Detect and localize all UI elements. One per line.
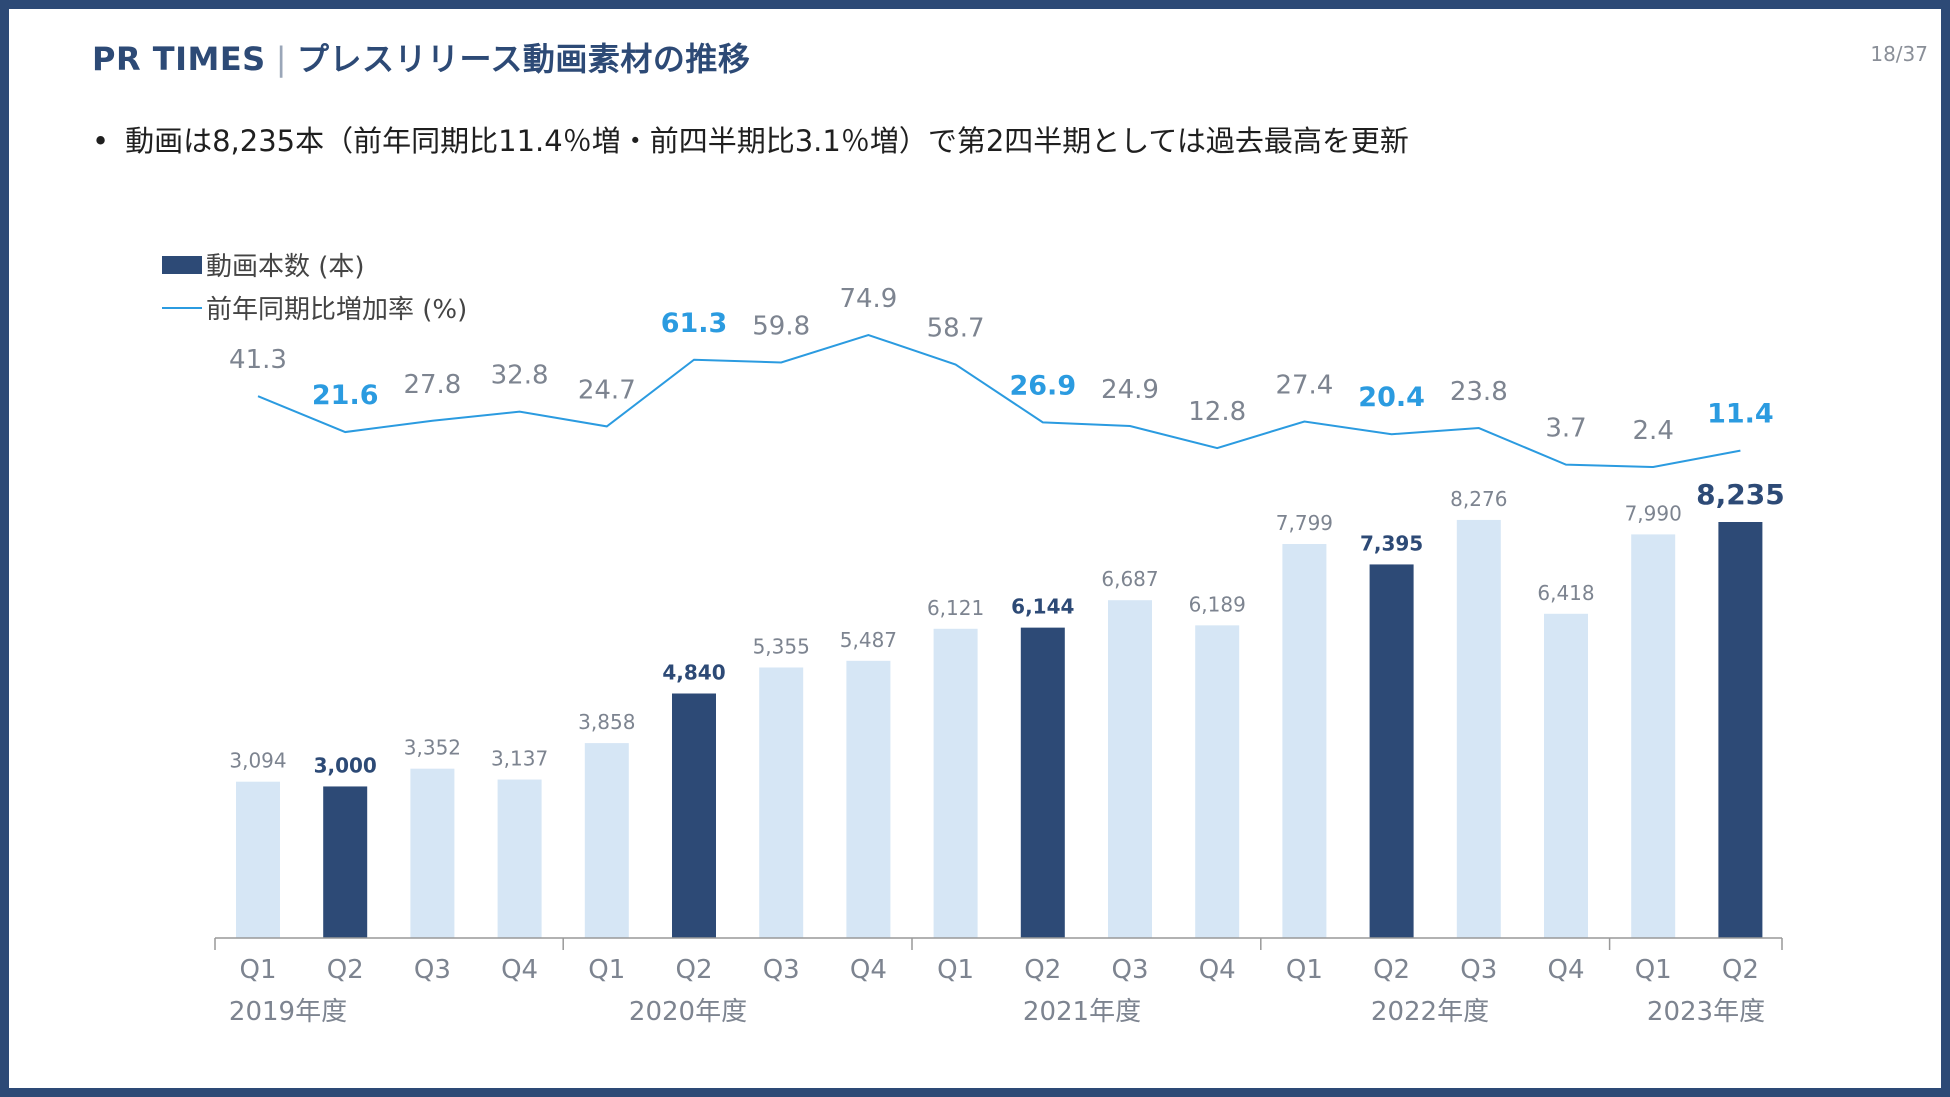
bar-value-label: 4,840 — [662, 661, 725, 685]
line-value-label: 11.4 — [1707, 399, 1774, 430]
x-group-label: 2020年度 — [629, 997, 747, 1027]
x-tick-label: Q3 — [763, 955, 800, 985]
legend-item-line: 前年同期比増加率 (%) — [162, 289, 467, 326]
x-tick-label: Q4 — [850, 955, 887, 985]
bar — [410, 768, 455, 938]
bar — [672, 693, 716, 938]
line-value-label: 3.7 — [1545, 414, 1586, 444]
x-tick-label: Q3 — [1460, 955, 1497, 985]
bar — [1718, 522, 1763, 938]
x-tick-label: Q1 — [239, 955, 276, 985]
bar — [1456, 519, 1501, 938]
line-value-label: 26.9 — [1009, 370, 1076, 401]
title-text: プレスリリース動画素材の推移 — [297, 40, 751, 78]
line-value-label: 2.4 — [1633, 416, 1674, 446]
line-value-label: 41.3 — [229, 345, 287, 375]
bar-value-label: 7,799 — [1276, 511, 1333, 535]
bar — [236, 781, 280, 938]
x-tick-label: Q1 — [1286, 955, 1323, 985]
bar — [497, 779, 542, 938]
bullet-text: 動画は8,235本（前年同期比11.4％増・前四半期比3.1％増）で第2四半期と… — [125, 124, 1409, 158]
legend-swatch-bar — [162, 255, 202, 274]
line-value-label: 27.8 — [403, 370, 461, 400]
bar — [1369, 564, 1414, 938]
bar — [584, 743, 629, 938]
line-value-label: 61.3 — [661, 308, 728, 339]
bar-value-label: 3,858 — [578, 710, 635, 734]
line-value-label: 23.8 — [1450, 377, 1508, 407]
line-value-label: 24.7 — [578, 375, 636, 405]
bar-value-label: 7,395 — [1360, 531, 1423, 555]
x-tick-label: Q1 — [588, 955, 625, 985]
bar-value-label: 6,121 — [927, 596, 984, 620]
legend-item-bars: 動画本数 (本) — [162, 246, 365, 283]
x-tick-label: Q2 — [1722, 955, 1759, 985]
line-value-label: 12.8 — [1188, 397, 1246, 427]
bar-value-label: 3,137 — [491, 747, 548, 771]
bar-value-label: 3,352 — [404, 736, 461, 760]
slide-title: PR TIMES | プレスリリース動画素材の推移 — [92, 34, 750, 80]
x-tick-label: Q3 — [1111, 955, 1148, 985]
x-tick-label: Q4 — [501, 955, 538, 985]
x-tick-label: Q4 — [1199, 955, 1236, 985]
line-value-label: 59.8 — [752, 311, 810, 341]
bar-value-label: 7,990 — [1625, 501, 1682, 525]
x-tick-label: Q4 — [1547, 955, 1584, 985]
bar-value-label: 8,276 — [1450, 487, 1507, 511]
legend-swatch-line — [162, 306, 202, 309]
line-value-label: 58.7 — [927, 313, 985, 343]
bar — [933, 628, 978, 938]
x-tick-label: Q3 — [414, 955, 451, 985]
line-value-label: 20.4 — [1358, 382, 1425, 413]
line-value-label: 24.9 — [1101, 375, 1159, 405]
bar-value-label: 3,000 — [314, 753, 377, 777]
bar-value-label: 5,355 — [753, 634, 810, 658]
x-tick-label: Q2 — [1024, 955, 1061, 985]
bar — [759, 667, 804, 938]
x-tick-label: Q2 — [675, 955, 712, 985]
title-separator: | — [275, 40, 287, 78]
bar-value-label: 3,094 — [229, 749, 286, 773]
bar — [1631, 534, 1676, 938]
bullet-point: • 動画は8,235本（前年同期比11.4％増・前四半期比3.1％増）で第2四半期… — [92, 118, 1409, 160]
line-value-label: 21.6 — [312, 380, 379, 411]
bar — [1020, 627, 1065, 938]
title-brand: PR TIMES — [92, 40, 266, 78]
bar — [323, 786, 368, 938]
bullet-dot: • — [92, 124, 110, 158]
legend-label-bars: 動画本数 (本) — [206, 252, 365, 282]
legend-label-line: 前年同期比増加率 (%) — [206, 295, 468, 325]
x-group-label: 2023年度 — [1647, 997, 1765, 1027]
bar — [1108, 600, 1152, 938]
bar-value-label: 6,418 — [1537, 581, 1594, 605]
x-tick-label: Q2 — [1373, 955, 1410, 985]
line-value-label: 32.8 — [491, 361, 549, 391]
bar — [1282, 544, 1327, 938]
x-group-label: 2022年度 — [1371, 997, 1489, 1027]
bar-value-label: 5,487 — [840, 628, 897, 652]
bar — [1195, 625, 1240, 938]
line-value-label: 74.9 — [839, 284, 897, 314]
bar — [846, 660, 891, 938]
bar-value-label: 6,687 — [1101, 567, 1158, 591]
x-tick-label: Q1 — [937, 955, 974, 985]
line-value-label: 27.4 — [1275, 370, 1333, 400]
x-group-label: 2019年度 — [229, 997, 347, 1027]
x-group-label: 2021年度 — [1023, 997, 1141, 1027]
page-number: 18/37 — [1870, 42, 1928, 66]
bar-value-label: 6,189 — [1189, 592, 1246, 616]
growth-rate-line — [257, 333, 1741, 469]
bar-value-label: 8,235 — [1696, 478, 1785, 511]
bar-value-label: 6,144 — [1011, 595, 1074, 619]
x-tick-label: Q2 — [327, 955, 364, 985]
x-tick-label: Q1 — [1635, 955, 1672, 985]
bar — [1544, 613, 1588, 938]
